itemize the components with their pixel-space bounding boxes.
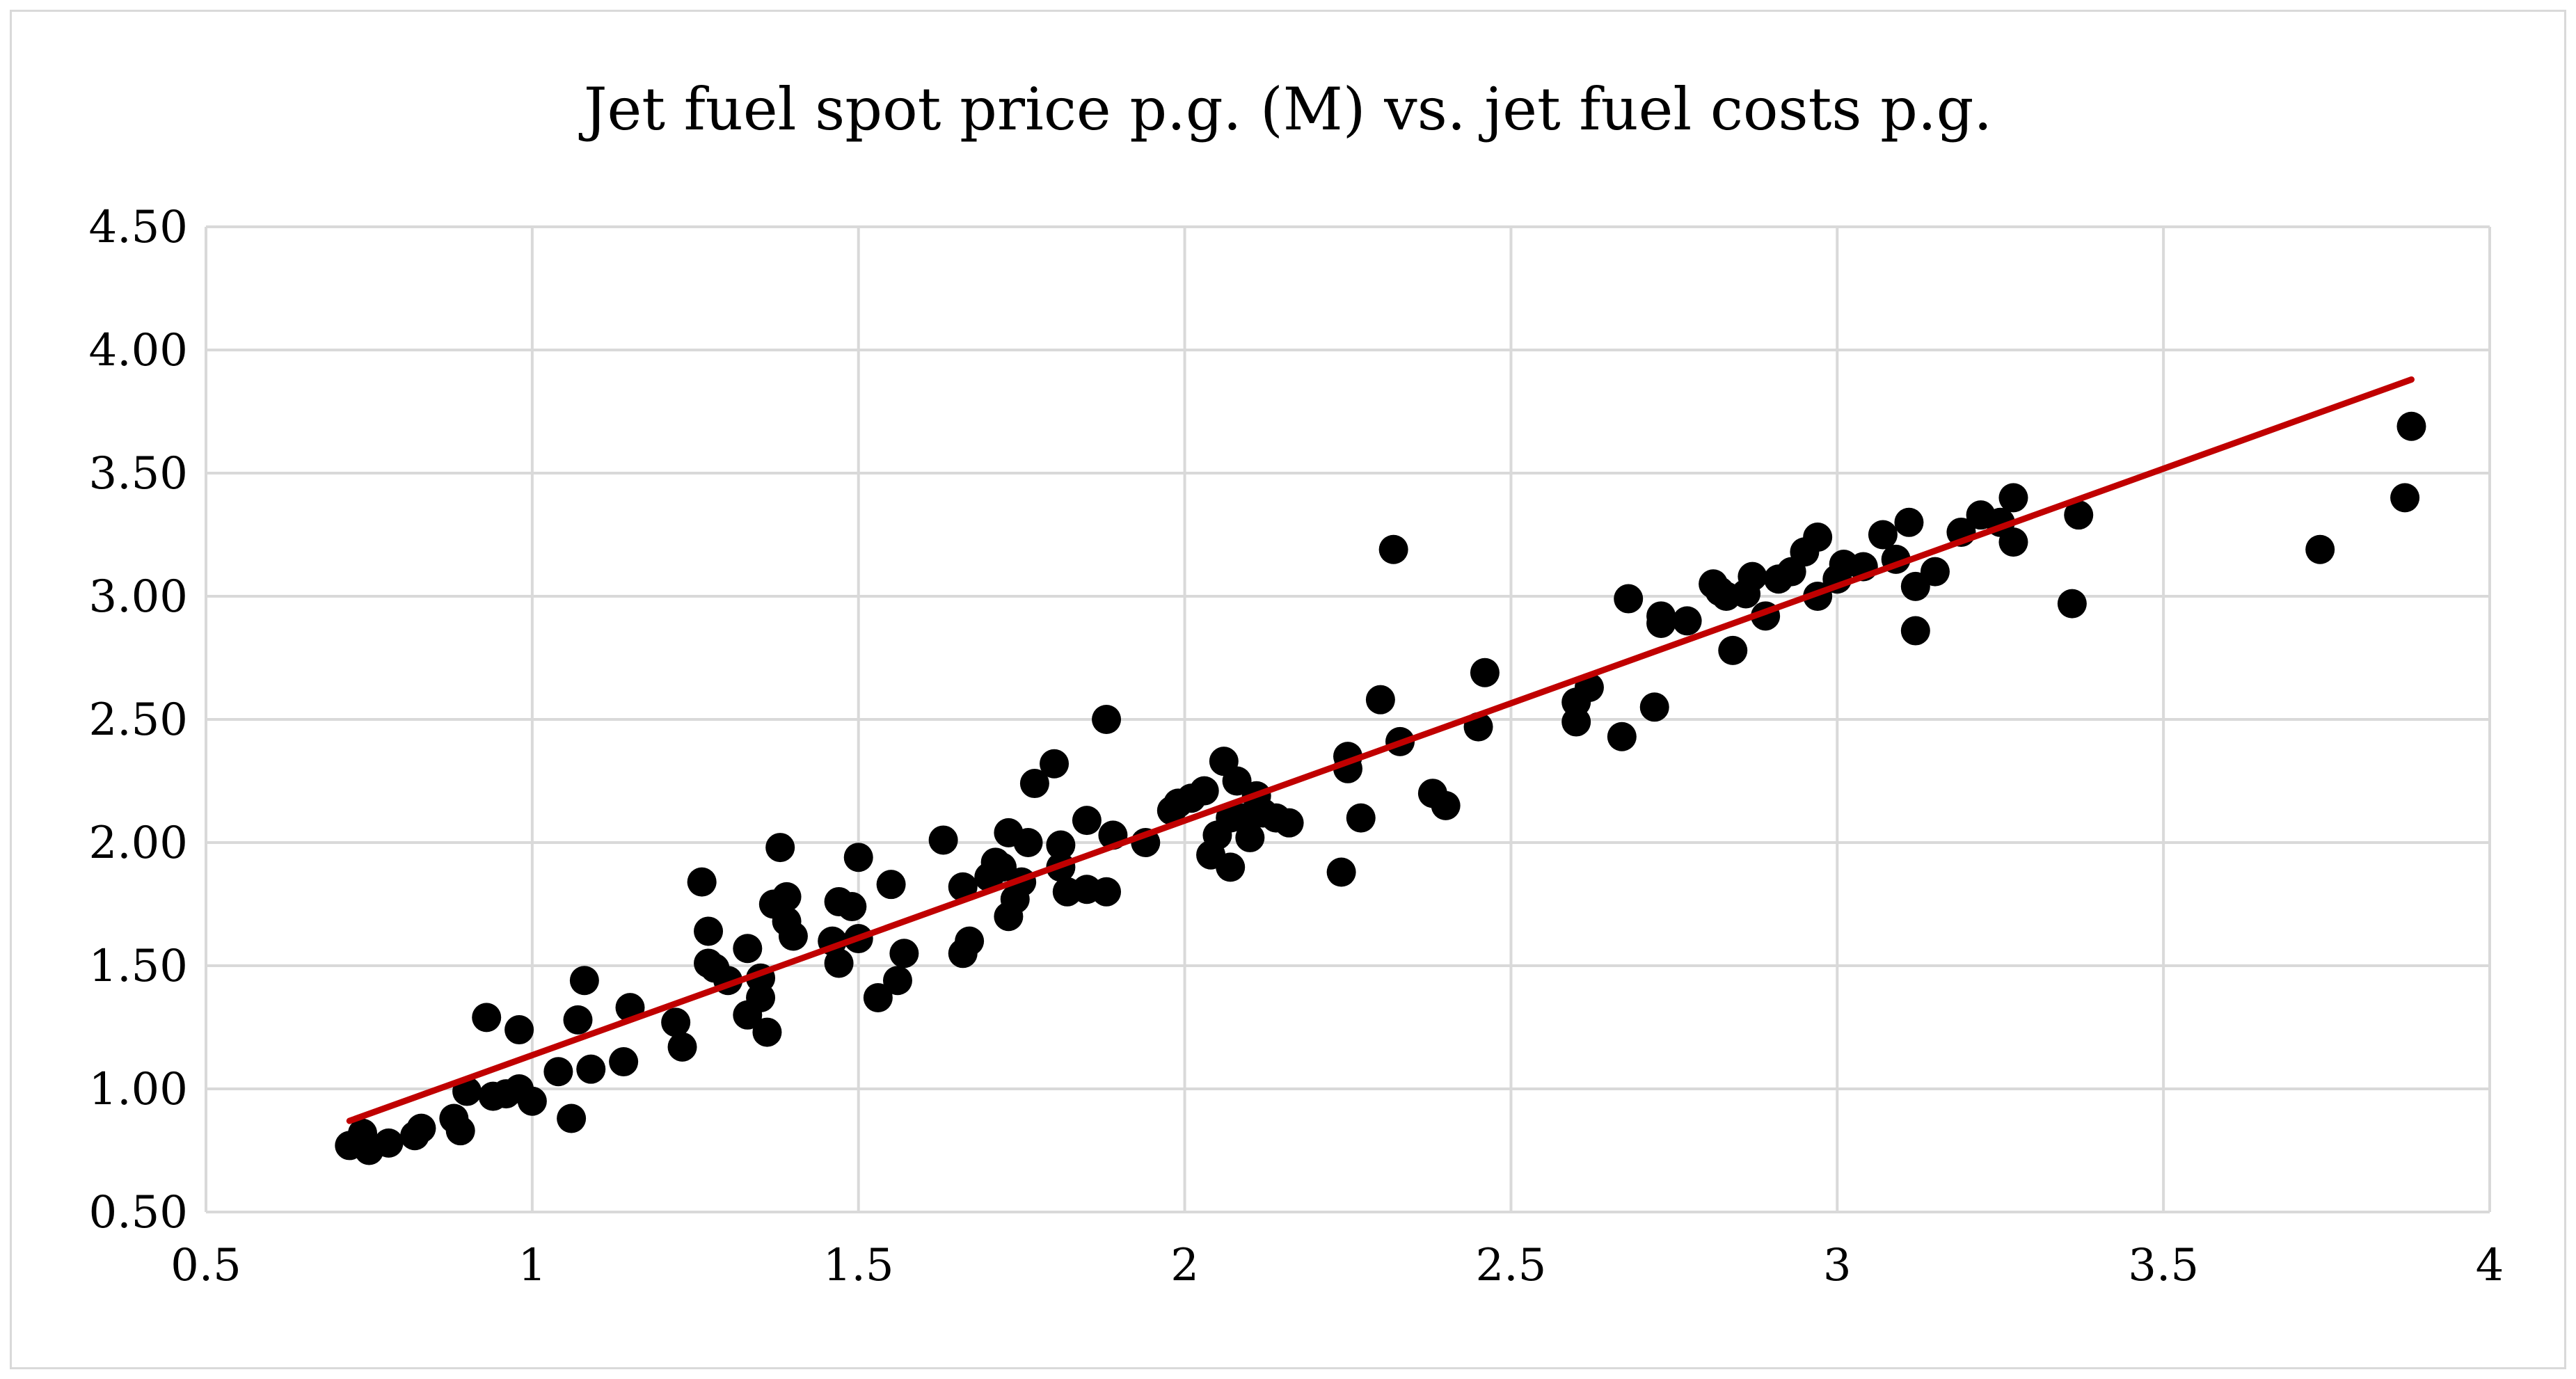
data-point — [667, 1032, 697, 1062]
trendline — [346, 376, 2415, 1124]
x-tick-label: 4 — [2476, 1240, 2504, 1291]
data-point — [955, 926, 985, 956]
data-point — [1326, 857, 1356, 887]
data-point — [1378, 534, 1408, 564]
data-point — [569, 966, 599, 996]
data-point — [837, 892, 867, 922]
data-point — [1019, 769, 1049, 799]
data-point — [876, 870, 906, 900]
data-point — [2396, 411, 2426, 441]
y-tick-label: 2.50 — [89, 694, 189, 746]
data-point — [1092, 877, 1122, 907]
data-point — [1998, 483, 2028, 513]
data-point — [1235, 822, 1265, 852]
data-point — [1046, 830, 1076, 860]
y-tick-label: 4.00 — [89, 325, 189, 376]
data-point — [609, 1047, 639, 1077]
data-point — [1365, 685, 1395, 715]
data-point — [889, 939, 919, 969]
data-point — [1718, 635, 1748, 665]
data-point — [1738, 561, 1767, 591]
data-point — [2064, 500, 2094, 530]
data-points — [335, 411, 2426, 1165]
data-point — [778, 921, 808, 951]
y-tick-label: 3.50 — [89, 448, 189, 500]
data-point — [1894, 507, 1924, 537]
data-point — [1998, 527, 2028, 557]
data-point — [733, 934, 763, 964]
data-point — [1868, 520, 1898, 550]
x-tick-label: 2.5 — [1476, 1240, 1547, 1291]
trendline-layer — [346, 376, 2415, 1124]
y-tick-label: 1.00 — [89, 1064, 189, 1115]
data-point — [517, 1086, 547, 1116]
x-tick-label: 0.5 — [170, 1240, 241, 1291]
data-point — [2305, 534, 2335, 564]
gridlines — [205, 225, 2491, 1213]
x-tick-label: 1 — [518, 1240, 546, 1291]
data-point — [863, 983, 893, 1013]
data-point — [752, 1017, 782, 1047]
data-point — [2390, 483, 2420, 513]
data-point — [1470, 657, 1500, 687]
data-point — [406, 1113, 436, 1143]
y-tick-label: 3.00 — [89, 571, 189, 623]
data-point — [2057, 589, 2087, 619]
data-point — [1013, 828, 1043, 857]
chart-area — [10, 10, 2566, 1369]
data-point — [504, 1015, 534, 1045]
x-tick-label: 3 — [1823, 1240, 1852, 1291]
data-point — [374, 1128, 404, 1158]
data-point — [1614, 584, 1644, 614]
data-point — [687, 867, 717, 897]
data-point — [948, 872, 978, 902]
tick-labels: 0.5 1 1.5 2 2.5 3 3.5 4 0.50 1.00 1.50 2.00 2.50 3.00… — [89, 202, 2504, 1291]
y-tick-label: 0.50 — [89, 1187, 189, 1238]
data-point — [557, 1103, 587, 1133]
data-point — [1646, 608, 1676, 638]
data-point — [928, 825, 958, 855]
chart-title: Jet fuel spot price p.g. (M) vs. jet fue… — [583, 75, 1993, 143]
y-tick-label: 4.50 — [89, 202, 189, 253]
data-point — [1431, 790, 1461, 820]
data-point — [1189, 776, 1219, 806]
data-point — [1072, 806, 1102, 836]
data-point — [694, 916, 724, 946]
data-point — [661, 1007, 691, 1037]
data-point — [1274, 808, 1304, 838]
data-point — [765, 833, 795, 863]
data-point — [1092, 705, 1122, 734]
data-point — [843, 843, 873, 872]
data-point — [824, 948, 854, 978]
data-point — [1672, 606, 1702, 636]
data-point — [1040, 749, 1070, 779]
data-point — [1900, 616, 1930, 646]
data-point — [1803, 523, 1833, 552]
data-point — [1920, 557, 1950, 587]
data-point — [576, 1054, 606, 1084]
x-tick-label: 3.5 — [2128, 1240, 2199, 1291]
data-point — [543, 1057, 573, 1087]
data-point — [882, 966, 912, 996]
data-point — [445, 1116, 475, 1146]
data-point — [472, 1003, 502, 1033]
x-tick-label: 2 — [1170, 1240, 1199, 1291]
data-point — [1346, 803, 1376, 833]
data-point — [772, 882, 802, 911]
data-point — [1639, 692, 1669, 722]
y-tick-label: 2.00 — [89, 818, 189, 869]
data-point — [1607, 722, 1637, 751]
data-point — [1216, 852, 1246, 882]
x-tick-label: 1.5 — [823, 1240, 894, 1291]
y-tick-label: 1.50 — [89, 941, 189, 992]
data-point — [563, 1005, 593, 1035]
